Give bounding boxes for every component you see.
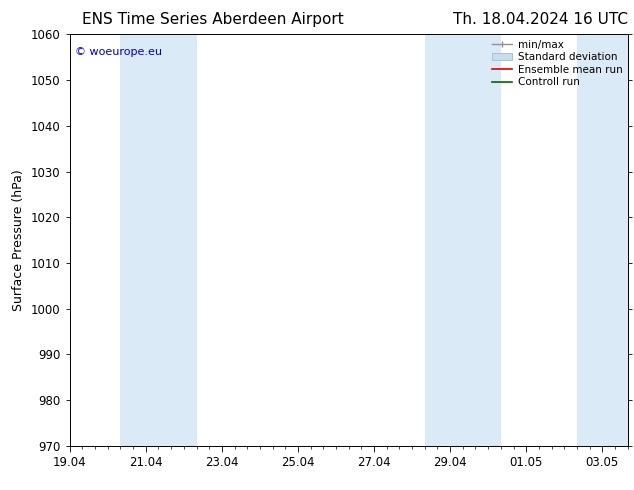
Bar [577,34,628,446]
Text: © woeurope.eu: © woeurope.eu [75,47,162,57]
Bar [425,34,501,446]
Legend: min/max, Standard deviation, Ensemble mean run, Controll run: min/max, Standard deviation, Ensemble me… [489,36,626,91]
Text: ENS Time Series Aberdeen Airport: ENS Time Series Aberdeen Airport [82,12,344,27]
Text: Th. 18.04.2024 16 UTC: Th. 18.04.2024 16 UTC [453,12,628,27]
Y-axis label: Surface Pressure (hPa): Surface Pressure (hPa) [13,169,25,311]
Bar [120,34,197,446]
